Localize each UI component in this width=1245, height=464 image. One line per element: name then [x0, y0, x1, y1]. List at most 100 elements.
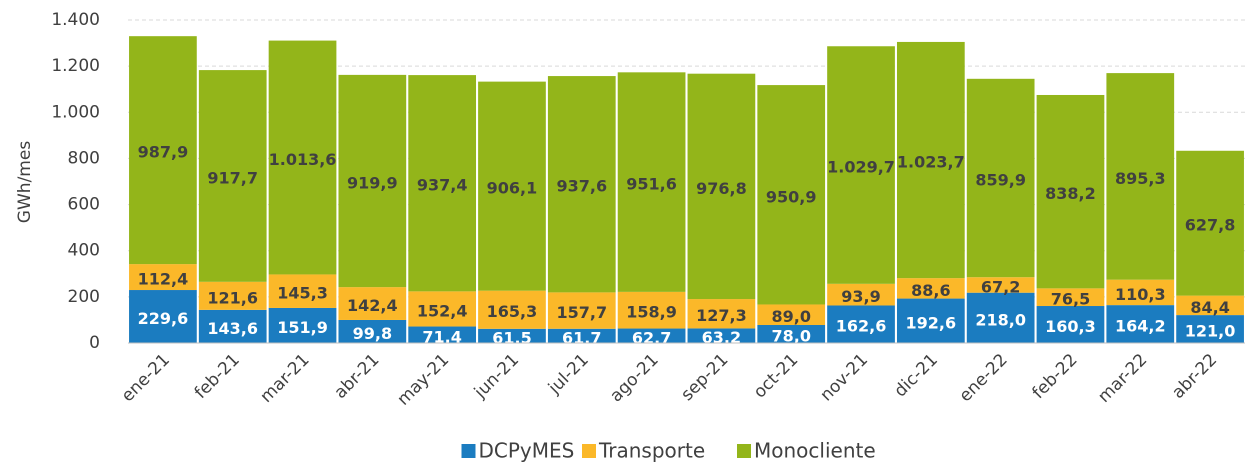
x-tick-label: abr-22 — [1168, 350, 1221, 403]
data-label: 627,8 — [1185, 216, 1236, 235]
legend-label: DCPyMES — [479, 439, 575, 463]
legend-label: Transporte — [598, 439, 705, 463]
data-label: 151,9 — [277, 318, 328, 337]
data-label: 121,0 — [1185, 322, 1236, 341]
y-tick-label: 1.000 — [51, 102, 100, 122]
bar-segment — [478, 328, 546, 343]
bar-segment — [478, 81, 546, 291]
legend-swatch — [737, 444, 751, 458]
bar-segment — [687, 328, 756, 343]
bar-segment — [1106, 279, 1175, 306]
data-label: 950,9 — [766, 187, 817, 206]
bar-segment — [338, 287, 407, 320]
y-axis-title: GWh/mes — [15, 141, 35, 224]
bar-segment — [338, 319, 407, 343]
bar-segment — [129, 36, 197, 265]
data-label: 229,6 — [138, 309, 189, 328]
data-label: 110,3 — [1115, 285, 1166, 304]
y-tick-label: 200 — [68, 287, 100, 307]
data-label: 88,6 — [911, 281, 950, 300]
data-label: 1.029,7 — [827, 158, 895, 177]
bar-segment — [408, 326, 477, 343]
y-tick-label: 800 — [68, 148, 100, 168]
bar-segment — [1036, 94, 1105, 289]
bar-segment — [198, 281, 267, 310]
data-label: 158,9 — [626, 303, 677, 322]
data-label: 162,6 — [836, 317, 887, 336]
bar-segment — [268, 307, 337, 343]
data-label: 160,3 — [1045, 317, 1096, 336]
data-label: 142,4 — [347, 296, 398, 315]
data-label: 61,5 — [492, 328, 531, 347]
data-label: 1.013,6 — [269, 150, 337, 169]
bar-segment — [408, 291, 477, 327]
data-label: 84,4 — [1190, 298, 1229, 317]
bar-segment — [1106, 73, 1175, 280]
data-label: 127,3 — [696, 306, 747, 325]
data-label: 164,2 — [1115, 317, 1166, 336]
y-tick-label: 1.400 — [51, 10, 100, 30]
data-label: 93,9 — [841, 287, 880, 306]
x-tick-label: jun-21 — [470, 350, 523, 403]
data-label: 838,2 — [1045, 184, 1096, 203]
data-label: 76,5 — [1051, 290, 1090, 309]
x-tick-label: sep-21 — [677, 350, 732, 405]
bar-segment — [408, 75, 477, 292]
bar-segment — [1176, 315, 1244, 343]
bar-segment — [757, 325, 826, 343]
data-label: 63,2 — [702, 328, 741, 347]
data-label: 78,0 — [771, 327, 810, 346]
data-label: 121,6 — [207, 288, 258, 307]
data-label: 951,6 — [626, 175, 677, 194]
data-label: 218,0 — [975, 310, 1026, 329]
x-tick-label: oct-21 — [750, 350, 802, 402]
x-tick-label: ago-21 — [606, 350, 662, 406]
bar-segment — [547, 76, 616, 293]
bar-segment — [757, 85, 826, 305]
bar-segment — [478, 290, 546, 329]
x-tick-label: mar-22 — [1094, 350, 1151, 407]
bar-segment — [129, 290, 197, 343]
bar-segment — [268, 40, 337, 275]
data-label: 895,3 — [1115, 169, 1166, 188]
bar-segment — [1036, 288, 1105, 307]
bar-segment — [896, 298, 965, 343]
bar-segment — [896, 41, 965, 279]
bar-segment — [966, 292, 1035, 343]
data-label: 62,7 — [632, 328, 671, 347]
x-tick-label: jul-21 — [544, 350, 593, 399]
bar-segment — [338, 74, 407, 288]
data-label: 143,6 — [207, 319, 258, 338]
x-tick-label: may-21 — [393, 350, 453, 410]
legend-label: Monocliente — [754, 439, 876, 463]
data-label: 99,8 — [353, 324, 392, 343]
bar-segment — [827, 46, 895, 284]
bar-segment — [966, 277, 1035, 293]
bar-segment — [617, 328, 686, 343]
bar-segment — [129, 264, 197, 291]
data-label: 61,7 — [562, 328, 601, 347]
bar-segment — [966, 78, 1035, 278]
data-label: 906,1 — [487, 179, 538, 198]
data-label: 919,9 — [347, 174, 398, 193]
data-label: 1.023,7 — [897, 153, 965, 172]
bar-segment — [1106, 305, 1175, 343]
x-tick-label: mar-21 — [257, 350, 314, 407]
bar-segment — [687, 73, 756, 300]
bar-segment — [268, 274, 337, 308]
y-tick-label: 1.200 — [51, 56, 100, 76]
y-tick-label: 400 — [68, 241, 100, 261]
data-label: 976,8 — [696, 179, 747, 198]
data-label: 937,4 — [417, 176, 468, 195]
x-tick-label: feb-21 — [191, 350, 244, 403]
bar-segment — [547, 292, 616, 329]
x-tick-label: nov-21 — [817, 350, 873, 406]
data-label: 987,9 — [138, 143, 189, 162]
x-tick-label: ene-21 — [118, 350, 174, 406]
x-tick-label: dic-21 — [891, 350, 942, 401]
x-tick-label: ene-22 — [956, 350, 1012, 406]
data-label: 145,3 — [277, 284, 328, 303]
legend-swatch — [461, 444, 476, 458]
bar-segment — [896, 278, 965, 299]
